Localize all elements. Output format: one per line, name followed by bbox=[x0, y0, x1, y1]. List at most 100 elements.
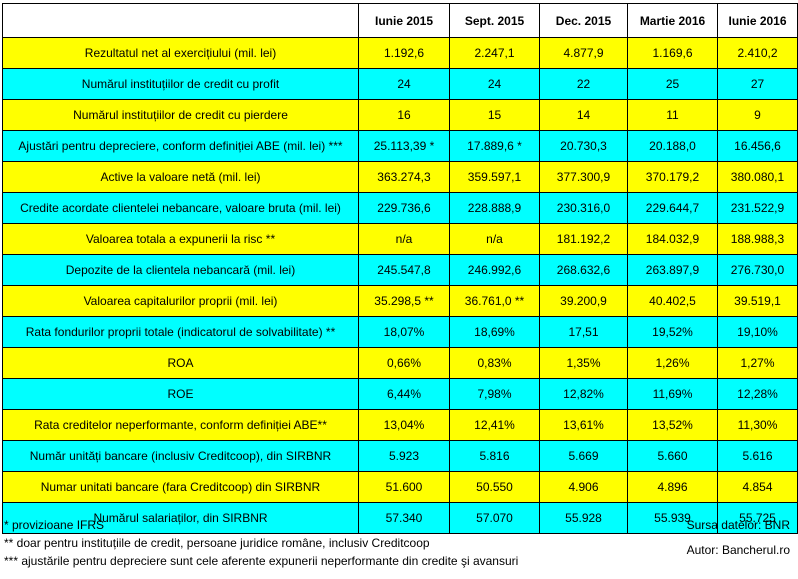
value-cell: 25 bbox=[627, 68, 718, 100]
value-cell: 6,44% bbox=[358, 378, 450, 410]
value-cell: 228.888,9 bbox=[449, 192, 540, 224]
value-cell: 4.896 bbox=[627, 471, 718, 503]
value-cell: 5.816 bbox=[449, 440, 540, 472]
value-cell: 4.854 bbox=[717, 471, 798, 503]
value-cell: 16 bbox=[358, 99, 450, 131]
value-cell: n/a bbox=[449, 223, 540, 255]
financial-indicators-table: Iunie 2015 Sept. 2015 Dec. 2015 Martie 2… bbox=[2, 3, 798, 534]
value-cell: 55.939 bbox=[627, 502, 718, 534]
value-cell: 5.669 bbox=[539, 440, 628, 472]
value-cell: 370.179,2 bbox=[627, 161, 718, 193]
value-cell: 22 bbox=[539, 68, 628, 100]
value-cell: 18,07% bbox=[358, 316, 450, 348]
value-cell: 24 bbox=[358, 68, 450, 100]
value-cell: 15 bbox=[449, 99, 540, 131]
row-label: Ajustări pentru depreciere, conform defi… bbox=[2, 130, 359, 162]
value-cell: 363.274,3 bbox=[358, 161, 450, 193]
value-cell: 268.632,6 bbox=[539, 254, 628, 286]
value-cell: 12,28% bbox=[717, 378, 798, 410]
value-cell: 246.992,6 bbox=[449, 254, 540, 286]
table-row: Ajustări pentru depreciere, conform defi… bbox=[2, 130, 798, 162]
value-cell: 20.188,0 bbox=[627, 130, 718, 162]
value-cell: 13,04% bbox=[358, 409, 450, 441]
value-cell: 0,83% bbox=[449, 347, 540, 379]
value-cell: 4.906 bbox=[539, 471, 628, 503]
value-cell: 18,69% bbox=[449, 316, 540, 348]
value-cell: 57.340 bbox=[358, 502, 450, 534]
row-label: Numar unitati bancare (fara Creditcoop) … bbox=[2, 471, 359, 503]
value-cell: 1.169,6 bbox=[627, 37, 718, 69]
value-cell: 184.032,9 bbox=[627, 223, 718, 255]
row-label: Active la valoare netă (mil. lei) bbox=[2, 161, 359, 193]
value-cell: 55.725 bbox=[717, 502, 798, 534]
value-cell: 40.402,5 bbox=[627, 285, 718, 317]
value-cell: 377.300,9 bbox=[539, 161, 628, 193]
table-row: Active la valoare netă (mil. lei) 363.274… bbox=[2, 161, 798, 193]
value-cell: n/a bbox=[358, 223, 450, 255]
value-cell: 181.192,2 bbox=[539, 223, 628, 255]
value-cell: 19,10% bbox=[717, 316, 798, 348]
row-label: Rata fondurilor proprii totale (indicato… bbox=[2, 316, 359, 348]
value-cell: 5.660 bbox=[627, 440, 718, 472]
value-cell: 359.597,1 bbox=[449, 161, 540, 193]
value-cell: 12,82% bbox=[539, 378, 628, 410]
value-cell: 39.519,1 bbox=[717, 285, 798, 317]
value-cell: 1.192,6 bbox=[358, 37, 450, 69]
row-label: Depozite de la clientela nebancară (mil.… bbox=[2, 254, 359, 286]
footnote-ifrs: * provizioane IFRS bbox=[4, 518, 105, 532]
value-cell: 1,26% bbox=[627, 347, 718, 379]
value-cell: 51.600 bbox=[358, 471, 450, 503]
data-source: Sursa datelor: BNR bbox=[686, 518, 790, 532]
header-sept-2015: Sept. 2015 bbox=[449, 3, 540, 38]
value-cell: 13,61% bbox=[539, 409, 628, 441]
value-cell: 11 bbox=[627, 99, 718, 131]
value-cell: 19,52% bbox=[627, 316, 718, 348]
table-row: Numărul instituțiilor de credit cu pierd… bbox=[2, 99, 798, 131]
value-cell: 14 bbox=[539, 99, 628, 131]
value-cell: 24 bbox=[449, 68, 540, 100]
value-cell: 35.298,5 ** bbox=[358, 285, 450, 317]
value-cell: 55.928 bbox=[539, 502, 628, 534]
row-label: ROE bbox=[2, 378, 359, 410]
value-cell: 17.889,6 * bbox=[449, 130, 540, 162]
table-row: Valoarea totala a expunerii la risc ** n/… bbox=[2, 223, 798, 255]
value-cell: 12,41% bbox=[449, 409, 540, 441]
table-row: Depozite de la clientela nebancară (mil.… bbox=[2, 254, 798, 286]
row-label: Numărul instituțiilor de credit cu profi… bbox=[2, 68, 359, 100]
table-row: Numărul instituțiilor de credit cu profi… bbox=[2, 68, 798, 100]
value-cell: 11,69% bbox=[627, 378, 718, 410]
value-cell: 263.897,9 bbox=[627, 254, 718, 286]
value-cell: 229.644,7 bbox=[627, 192, 718, 224]
value-cell: 231.522,9 bbox=[717, 192, 798, 224]
header-iunie-2016: Iunie 2016 bbox=[717, 3, 798, 38]
value-cell: 276.730,0 bbox=[717, 254, 798, 286]
header-martie-2016: Martie 2016 bbox=[627, 3, 718, 38]
row-label: Numărul salariaților, din SIRBNR bbox=[2, 502, 359, 534]
value-cell: 9 bbox=[717, 99, 798, 131]
value-cell: 229.736,6 bbox=[358, 192, 450, 224]
row-label: ROA bbox=[2, 347, 359, 379]
header-dec-2015: Dec. 2015 bbox=[539, 3, 628, 38]
table-row: ROA 0,66% 0,83% 1,35% 1,26% 1,27% bbox=[2, 347, 798, 379]
footnote-impairment: *** ajustările pentru depreciere sunt ce… bbox=[4, 554, 519, 568]
value-cell: 245.547,8 bbox=[358, 254, 450, 286]
value-cell: 17,51 bbox=[539, 316, 628, 348]
value-cell: 25.113,39 * bbox=[358, 130, 450, 162]
table-row: Credite acordate clientelei nebancare, v… bbox=[2, 192, 798, 224]
table-footer: * provizioane IFRS ** doar pentru instit… bbox=[0, 514, 798, 579]
value-cell: 16.456,6 bbox=[717, 130, 798, 162]
table-row: Numărul salariaților, din SIRBNR 57.340 57… bbox=[2, 502, 798, 534]
value-cell: 380.080,1 bbox=[717, 161, 798, 193]
table-row: Rata creditelor neperformante, conform d… bbox=[2, 409, 798, 441]
header-corner-cell bbox=[2, 3, 359, 38]
table-row: ROE 6,44% 7,98% 12,82% 11,69% 12,28% bbox=[2, 378, 798, 410]
header-iunie-2015: Iunie 2015 bbox=[358, 3, 450, 38]
author-credit: Autor: Bancherul.ro bbox=[686, 543, 790, 557]
value-cell: 1,35% bbox=[539, 347, 628, 379]
row-label: Rata creditelor neperformante, conform d… bbox=[2, 409, 359, 441]
value-cell: 5.616 bbox=[717, 440, 798, 472]
value-cell: 13,52% bbox=[627, 409, 718, 441]
value-cell: 7,98% bbox=[449, 378, 540, 410]
value-cell: 0,66% bbox=[358, 347, 450, 379]
value-cell: 20.730,3 bbox=[539, 130, 628, 162]
